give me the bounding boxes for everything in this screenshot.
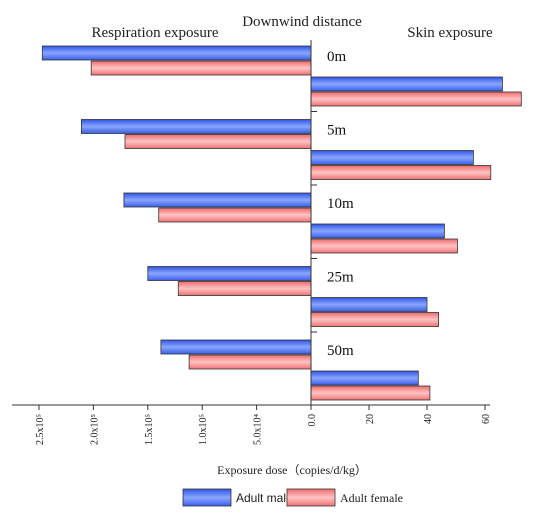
- category-label-50m: 50m: [327, 343, 354, 359]
- category-ticks: [311, 111, 317, 333]
- bar-respiration-adult-female-10m: [158, 207, 312, 223]
- skin-axis-ticks: 20 40 60: [365, 405, 492, 424]
- x-axis-label: Exposure dose（copies/d/kg）: [217, 463, 367, 477]
- bar-respiration-adult-female-50m: [188, 354, 312, 370]
- bar-skin-adult-female-50m: [310, 385, 431, 401]
- legend-label-adult-female: Adult female: [340, 491, 403, 505]
- category-label-25m: 25m: [327, 270, 354, 286]
- right-panel-title: Skin exposure: [407, 25, 493, 41]
- chart-title: Downwind distance: [242, 14, 362, 30]
- bar-respiration-adult-female-5m: [124, 134, 312, 149]
- category-label-10m: 10m: [327, 196, 354, 212]
- bar-respiration-adult-male-0m: [41, 45, 312, 61]
- bar-respiration-adult-male-5m: [81, 119, 312, 134]
- bar-skin-adult-female-10m: [310, 238, 458, 254]
- respiration-axis-ticks: 0.0 5.0x10⁴ 1.0x10⁵ 1.5x10⁵ 2.0x10⁵ 2.5x10⁵: [35, 405, 318, 445]
- respiration-tick-label: 1.5x10⁵: [144, 414, 155, 445]
- bar-skin-adult-male-10m: [310, 223, 445, 239]
- bar-respiration-adult-male-10m: [123, 192, 312, 208]
- legend-swatch-adult-male: [182, 488, 232, 507]
- bar-skin-adult-male-0m: [310, 76, 503, 92]
- category-labels: 0m 5m 10m 25m 50m: [327, 49, 354, 359]
- bar-respiration-adult-male-25m: [147, 266, 312, 281]
- skin-tick-label: 60: [481, 414, 492, 424]
- respiration-tick-label: 5.0x10⁴: [253, 414, 264, 446]
- respiration-tick-label: 0.0: [307, 414, 318, 427]
- bar-skin-adult-female-25m: [310, 312, 439, 327]
- bar-respiration-adult-female-0m: [90, 60, 312, 76]
- respiration-tick-label: 2.5x10⁵: [35, 414, 46, 445]
- category-label-5m: 5m: [327, 123, 347, 139]
- skin-tick-label: 20: [365, 414, 376, 424]
- skin-tick-label: 40: [423, 414, 434, 424]
- left-panel-title: Respiration exposure: [91, 25, 218, 41]
- category-label-0m: 0m: [327, 49, 347, 65]
- respiration-tick-label: 2.0x10⁵: [89, 414, 100, 445]
- bar-respiration-adult-male-50m: [160, 339, 312, 355]
- bar-skin-adult-female-5m: [310, 165, 492, 180]
- legend-label-adult-male: Adult male: [236, 491, 293, 505]
- legend: Adult male Adult female: [182, 488, 403, 507]
- bar-skin-adult-male-5m: [310, 150, 474, 165]
- bar-skin-adult-male-25m: [310, 297, 428, 312]
- respiration-tick-label: 1.0x10⁵: [198, 414, 209, 445]
- bars-group: [41, 45, 522, 401]
- bar-respiration-adult-female-25m: [177, 281, 312, 296]
- legend-swatch-adult-female: [286, 488, 336, 507]
- bar-skin-adult-female-0m: [310, 91, 522, 107]
- bar-skin-adult-male-50m: [310, 370, 419, 386]
